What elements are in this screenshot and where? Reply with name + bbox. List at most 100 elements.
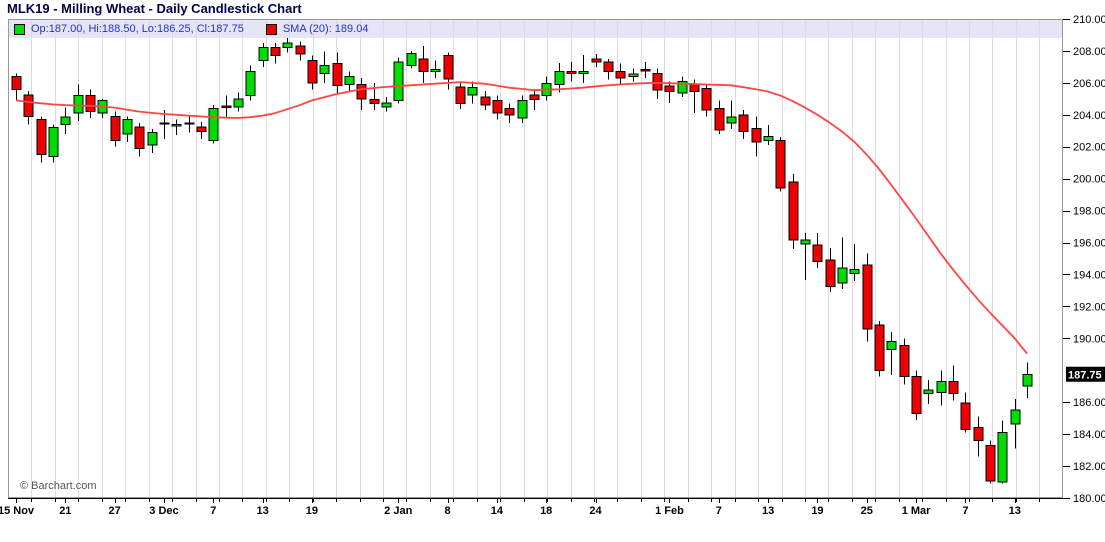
candle[interactable] — [825, 248, 836, 293]
candle[interactable] — [985, 440, 996, 484]
candle[interactable] — [862, 253, 873, 342]
candle[interactable] — [319, 51, 330, 83]
candle[interactable] — [578, 54, 589, 83]
candle[interactable] — [923, 379, 934, 404]
candle[interactable] — [1022, 362, 1033, 399]
barchart-watermark: © Barchart.com — [20, 480, 97, 492]
candle[interactable] — [196, 121, 207, 139]
candle[interactable] — [11, 73, 22, 102]
legend-sma-label: SMA (20): 189.04 — [282, 23, 369, 35]
candle[interactable] — [480, 90, 491, 111]
candle[interactable] — [467, 81, 478, 104]
candle[interactable] — [973, 416, 984, 457]
candle[interactable] — [393, 57, 404, 104]
candle[interactable] — [171, 119, 182, 135]
candle[interactable] — [492, 95, 503, 120]
candle[interactable] — [430, 60, 441, 79]
x-tick-label: 3 Dec — [149, 505, 178, 517]
candle[interactable] — [282, 38, 293, 53]
x-tick-label: 1 Mar — [902, 505, 931, 517]
candle[interactable] — [948, 365, 959, 401]
candle[interactable] — [775, 137, 786, 192]
svg-text:210.00: 210.00 — [1073, 14, 1105, 26]
candle[interactable] — [936, 370, 947, 406]
candle[interactable] — [751, 116, 762, 157]
candle[interactable] — [381, 97, 392, 112]
candle[interactable] — [591, 54, 602, 67]
candle[interactable] — [911, 370, 922, 420]
candle[interactable] — [899, 338, 910, 385]
candle[interactable] — [258, 42, 269, 67]
candle[interactable] — [23, 90, 34, 125]
candle[interactable] — [517, 95, 528, 123]
candle[interactable] — [110, 111, 121, 147]
candle[interactable] — [874, 320, 885, 377]
svg-text:198.00: 198.00 — [1073, 206, 1105, 218]
x-tick-label: 15 Nov — [0, 505, 35, 517]
candle[interactable] — [788, 173, 799, 249]
x-tick-label: 18 — [540, 505, 552, 517]
candle[interactable] — [356, 78, 367, 111]
candle[interactable] — [184, 116, 195, 133]
candle[interactable] — [960, 392, 971, 433]
last-price-text: 187.75 — [1068, 369, 1102, 381]
candle[interactable] — [541, 76, 552, 101]
candle[interactable] — [245, 65, 256, 101]
sma-swatch-icon — [265, 23, 277, 35]
candle[interactable] — [1010, 399, 1021, 449]
svg-text:186.00: 186.00 — [1073, 397, 1105, 409]
candle[interactable] — [270, 42, 281, 64]
legend-ohlc-label: Op:187.00, Hi:188.50, Lo:186.25, Cl:187.… — [31, 23, 244, 35]
candle[interactable] — [97, 98, 108, 118]
candle[interactable] — [147, 129, 158, 154]
svg-text:194.00: 194.00 — [1073, 269, 1105, 281]
candle[interactable] — [529, 89, 540, 111]
x-tick-label: 7 — [962, 505, 968, 517]
x-tick-label: 14 — [491, 505, 504, 517]
candle[interactable] — [455, 81, 466, 110]
candle[interactable] — [208, 105, 219, 144]
candle[interactable] — [763, 125, 774, 146]
candle[interactable] — [997, 420, 1008, 484]
candle[interactable] — [886, 331, 897, 376]
candle[interactable] — [800, 232, 811, 281]
x-tick-label: 13 — [256, 505, 268, 517]
candle[interactable] — [554, 62, 565, 93]
candle[interactable] — [726, 100, 737, 130]
candle[interactable] — [122, 116, 133, 142]
candle[interactable] — [504, 103, 515, 123]
candle[interactable] — [418, 46, 429, 83]
candle[interactable] — [664, 81, 675, 103]
candle[interactable] — [640, 62, 651, 79]
candle[interactable] — [332, 52, 343, 95]
candle[interactable] — [406, 50, 417, 69]
candle[interactable] — [295, 41, 306, 61]
candle[interactable] — [628, 68, 639, 82]
candle[interactable] — [134, 122, 145, 157]
candle[interactable] — [307, 55, 318, 90]
candle[interactable] — [701, 84, 712, 117]
x-axis-labels: 15 Nov 21 27 3 Dec 7 13 19 2 Jan 8 14 18 24 1 Feb 7 13… — [0, 498, 1040, 517]
candle[interactable] — [714, 100, 725, 134]
legend-bar: Op:187.00, Hi:188.50, Lo:186.25, Cl:187.… — [14, 22, 368, 36]
x-tick-label: 25 — [861, 505, 873, 517]
candle[interactable] — [738, 110, 749, 139]
candle[interactable] — [566, 62, 577, 82]
candle[interactable] — [48, 124, 59, 163]
svg-text:192.00: 192.00 — [1073, 301, 1105, 313]
candle[interactable] — [615, 63, 626, 85]
candle[interactable] — [849, 244, 860, 281]
candle[interactable] — [85, 89, 96, 118]
candle[interactable] — [60, 107, 71, 134]
candle[interactable] — [603, 58, 614, 80]
candle[interactable] — [233, 92, 244, 112]
candle[interactable] — [221, 95, 232, 118]
candle[interactable] — [36, 116, 47, 163]
candle[interactable] — [837, 237, 848, 289]
candle[interactable] — [344, 71, 355, 91]
candle[interactable] — [677, 76, 688, 98]
sma-line — [15, 81, 1028, 355]
candle[interactable] — [73, 84, 84, 122]
candle[interactable] — [812, 232, 823, 269]
